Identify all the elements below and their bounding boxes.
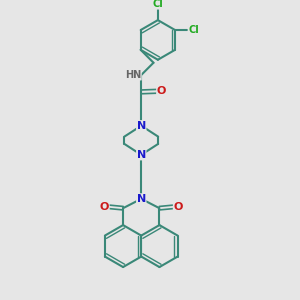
Text: N: N: [136, 150, 146, 160]
Text: Cl: Cl: [188, 25, 199, 35]
Text: O: O: [157, 86, 166, 96]
Text: N: N: [136, 194, 146, 204]
Text: N: N: [136, 121, 146, 131]
Text: O: O: [173, 202, 183, 212]
Text: Cl: Cl: [152, 0, 163, 9]
Text: HN: HN: [125, 70, 141, 80]
Text: O: O: [100, 202, 109, 212]
